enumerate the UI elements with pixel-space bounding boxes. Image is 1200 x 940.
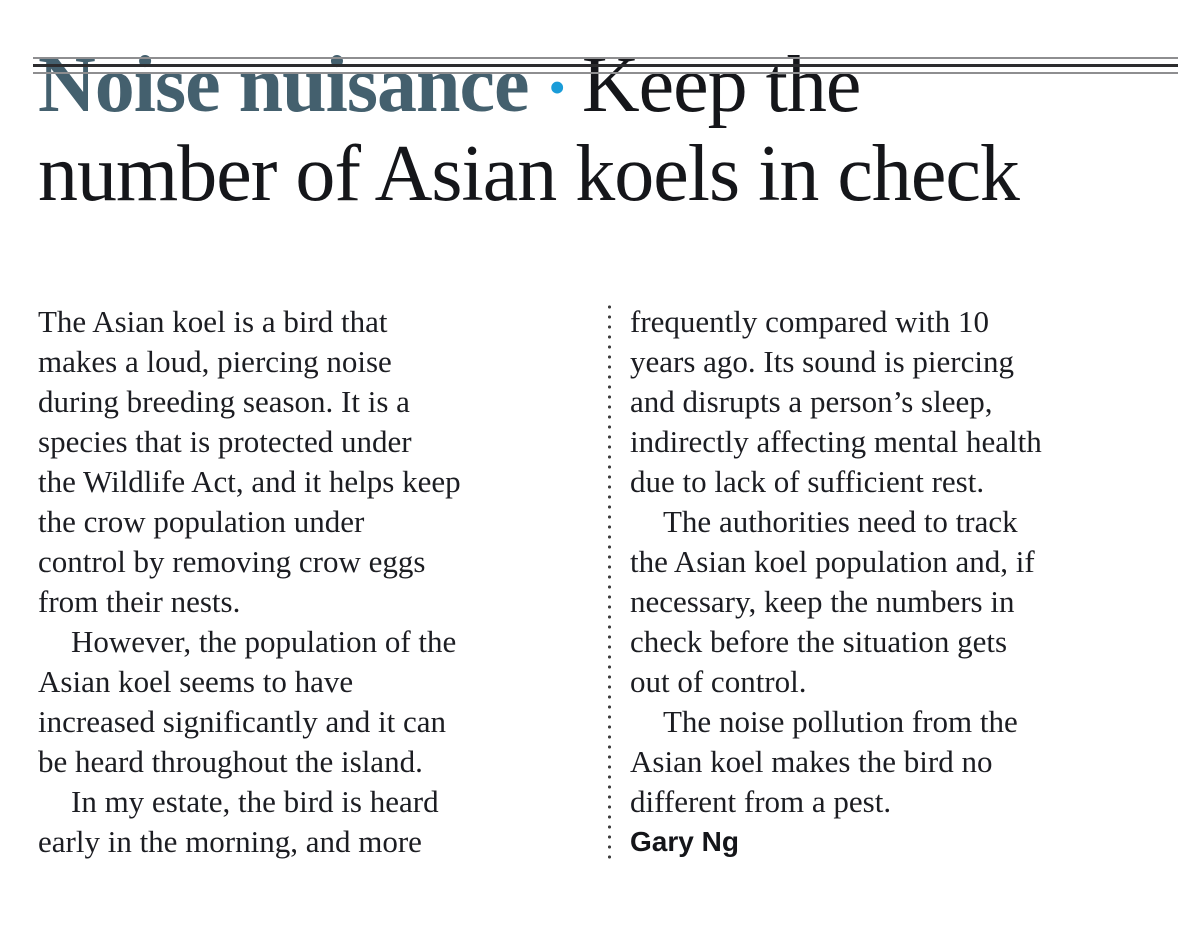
paragraph: The authorities need to track the Asian …: [630, 504, 1035, 699]
masthead-rules: [33, 57, 1178, 74]
paragraph: The noise pollution from the Asian koel …: [630, 704, 1018, 819]
top-rule-thin: [33, 57, 1178, 59]
column-divider-dotted: [608, 302, 611, 862]
newspaper-letter-page: Noise nuisance • Keep the number of Asian …: [0, 42, 1200, 862]
headline-kicker: Noise nuisance: [38, 41, 529, 129]
paragraph: In my estate, the bird is heard early in…: [38, 784, 439, 859]
top-rule-thick: [33, 64, 1178, 67]
bottom-rule-thin: [33, 72, 1178, 74]
paragraph: The Asian koel is a bird that makes a lo…: [38, 304, 461, 619]
article-body: The Asian koel is a bird that makes a lo…: [0, 302, 1200, 862]
headline-title: Keep the number of Asian koels in check: [38, 41, 1020, 218]
author-signature: Gary Ng: [630, 826, 739, 857]
column-left: The Asian koel is a bird that makes a lo…: [38, 302, 598, 862]
column-right: frequently compared with 10 years ago. I…: [630, 302, 1170, 862]
paragraph: However, the population of the Asian koe…: [38, 624, 457, 779]
paragraph: frequently compared with 10 years ago. I…: [630, 304, 1042, 499]
headline: Noise nuisance • Keep the number of Asian …: [38, 42, 1172, 218]
